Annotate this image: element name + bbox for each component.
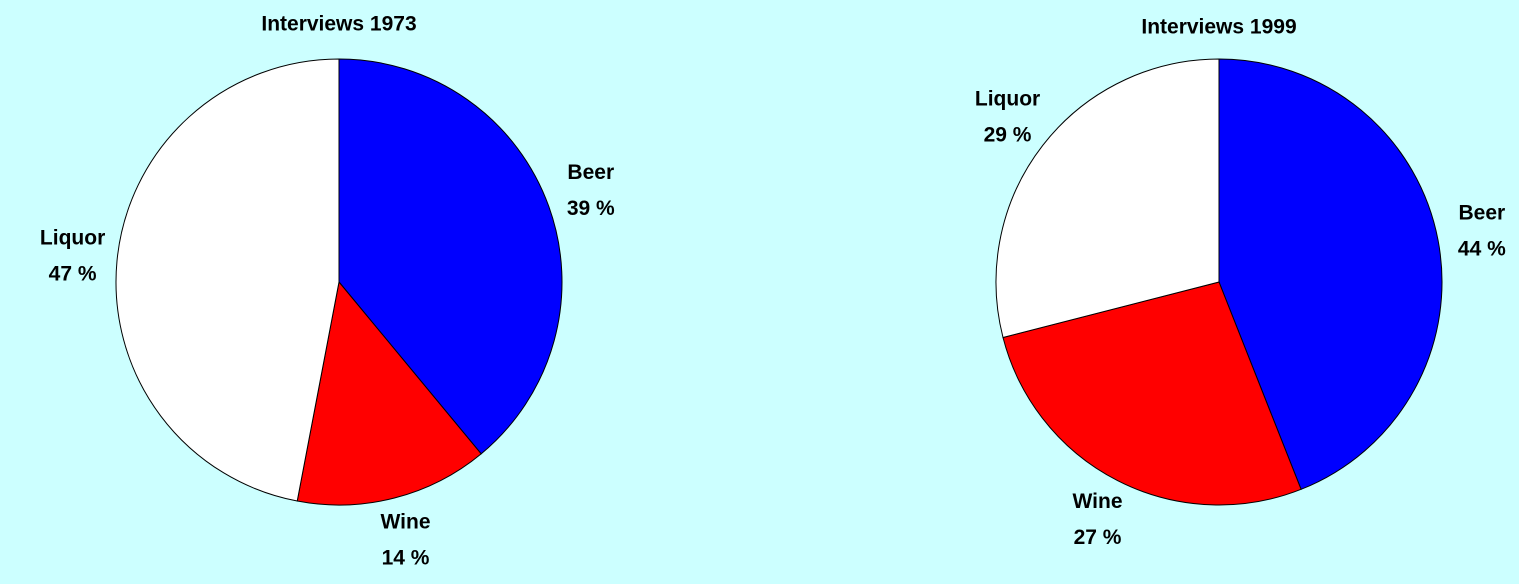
chart-title: Interviews 1999 (1141, 16, 1296, 39)
pie-slice (296, 280, 482, 506)
chart-title: Interviews 1973 (261, 13, 416, 36)
slice-label: Beer (567, 161, 614, 184)
slice-value: 39 % (567, 197, 615, 220)
pie-slice (1218, 58, 1443, 490)
slice-value: 27 % (1074, 526, 1122, 549)
pie-slice (115, 58, 340, 502)
slice-label: Liquor (975, 88, 1040, 111)
pie-slice (1002, 281, 1302, 506)
pie-slice (995, 58, 1220, 339)
slice-label: Liquor (40, 226, 105, 249)
slice-label: Beer (1459, 201, 1506, 224)
slice-value: 47 % (49, 262, 97, 285)
pie-slice (338, 58, 563, 455)
slice-value: 14 % (382, 547, 430, 570)
slice-value: 44 % (1458, 237, 1506, 260)
slice-label: Wine (381, 511, 431, 534)
slice-label: Wine (1073, 490, 1123, 513)
slice-value: 29 % (984, 124, 1032, 147)
